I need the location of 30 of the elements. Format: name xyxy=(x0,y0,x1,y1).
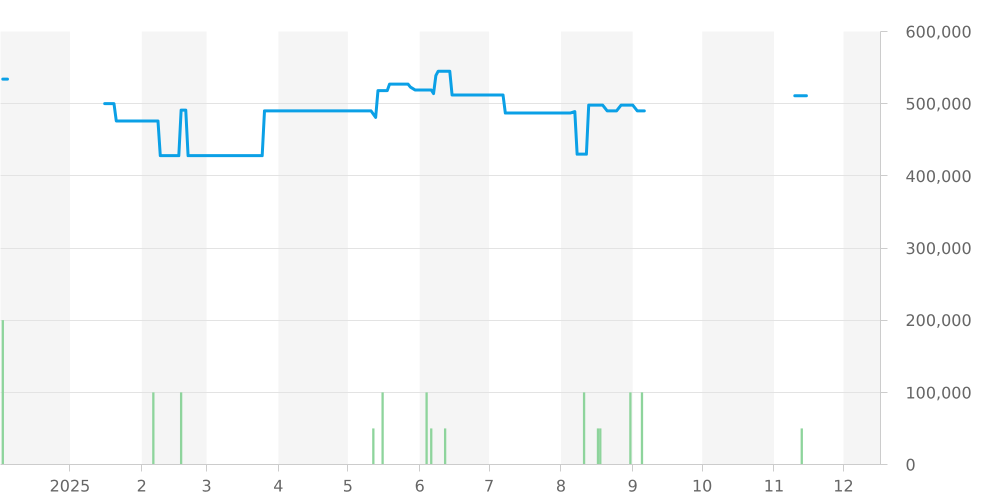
bar xyxy=(430,428,432,464)
x-tick-label: 8 xyxy=(556,476,566,496)
x-tick-label: 12 xyxy=(833,476,854,496)
bar xyxy=(372,428,374,464)
x-tick-label: 3 xyxy=(202,476,212,496)
y-tick-label: 300,000 xyxy=(906,239,972,258)
y-tick-label: 100,000 xyxy=(906,383,972,402)
bar xyxy=(629,392,632,464)
x-tick-label: 6 xyxy=(414,476,425,496)
x-tick-label: 2 xyxy=(136,476,147,496)
y-tick-label: 400,000 xyxy=(906,166,972,186)
x-tick-label: 9 xyxy=(628,476,638,496)
bar xyxy=(425,392,428,464)
bar xyxy=(800,428,803,464)
bar xyxy=(2,320,4,464)
x-tick-label: 2025 xyxy=(50,476,90,496)
y-tick-label: 500,000 xyxy=(906,94,972,114)
bar xyxy=(152,392,154,464)
y-tick-label: 600,000 xyxy=(906,22,972,42)
x-tick-label: 10 xyxy=(692,476,712,496)
y-tick-label: 200,000 xyxy=(906,311,972,330)
x-tick-label: 4 xyxy=(273,476,284,496)
bar xyxy=(444,428,446,464)
bar xyxy=(381,392,384,464)
x-tick-label: 11 xyxy=(764,476,784,496)
x-tick-label: 7 xyxy=(484,476,494,496)
y-tick-label: 0 xyxy=(906,456,916,474)
bar xyxy=(599,428,602,464)
bar xyxy=(180,392,182,464)
x-tick-label: 5 xyxy=(342,476,353,496)
